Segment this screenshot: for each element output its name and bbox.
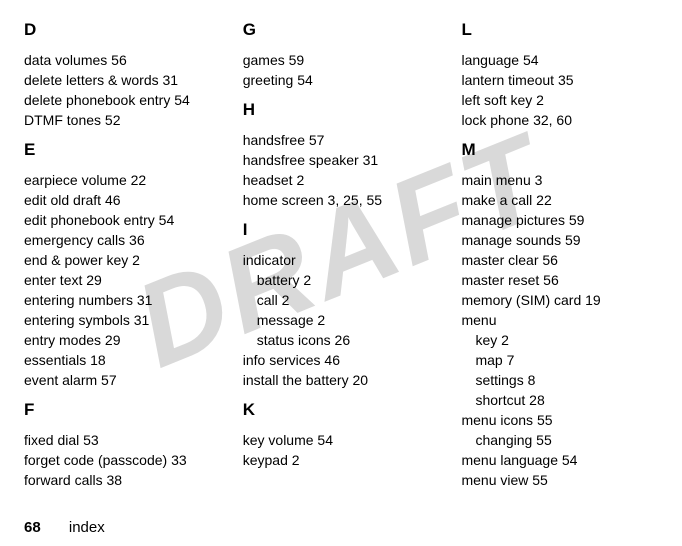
index-entry: DTMF tones 52 bbox=[24, 110, 221, 130]
index-subentries: changing 55 bbox=[461, 430, 658, 450]
index-entry: manage sounds 59 bbox=[461, 230, 658, 250]
index-entry: key volume 54 bbox=[243, 430, 440, 450]
index-entry: enter text 29 bbox=[24, 270, 221, 290]
index-entry: changing 55 bbox=[461, 430, 658, 450]
index-letter-heading: H bbox=[243, 100, 440, 120]
index-entry: handsfree speaker 31 bbox=[243, 150, 440, 170]
index-entry: map 7 bbox=[461, 350, 658, 370]
index-entry: info services 46 bbox=[243, 350, 440, 370]
index-entry: message 2 bbox=[243, 310, 440, 330]
index-entry: data volumes 56 bbox=[24, 50, 221, 70]
index-letter-heading: G bbox=[243, 20, 440, 40]
index-entry: battery 2 bbox=[243, 270, 440, 290]
index-letter-heading: L bbox=[461, 20, 658, 40]
index-subentries: key 2map 7settings 8shortcut 28 bbox=[461, 330, 658, 410]
index-entry: emergency calls 36 bbox=[24, 230, 221, 250]
index-entry: handsfree 57 bbox=[243, 130, 440, 150]
index-entry: fixed dial 53 bbox=[24, 430, 221, 450]
index-letter-heading: I bbox=[243, 220, 440, 240]
index-entry: status icons 26 bbox=[243, 330, 440, 350]
index-entry: indicator bbox=[243, 250, 440, 270]
index-entry: key 2 bbox=[461, 330, 658, 350]
index-letter-heading: D bbox=[24, 20, 221, 40]
index-entry: delete phonebook entry 54 bbox=[24, 90, 221, 110]
index-entry: lantern timeout 35 bbox=[461, 70, 658, 90]
index-letter-heading: E bbox=[24, 140, 221, 160]
index-entry: lock phone 32, 60 bbox=[461, 110, 658, 130]
index-entry: settings 8 bbox=[461, 370, 658, 390]
index-entry: end & power key 2 bbox=[24, 250, 221, 270]
index-letter-heading: M bbox=[461, 140, 658, 160]
index-entry: manage pictures 59 bbox=[461, 210, 658, 230]
index-entry: call 2 bbox=[243, 290, 440, 310]
index-entry: entering symbols 31 bbox=[24, 310, 221, 330]
index-entry: master reset 56 bbox=[461, 270, 658, 290]
index-entry: earpiece volume 22 bbox=[24, 170, 221, 190]
index-entry: games 59 bbox=[243, 50, 440, 70]
page-footer: 68 index bbox=[24, 519, 105, 536]
index-entry: home screen 3, 25, 55 bbox=[243, 190, 440, 210]
index-entry: forward calls 38 bbox=[24, 470, 221, 490]
index-entry: main menu 3 bbox=[461, 170, 658, 190]
index-column: Ddata volumes 56delete letters & words 3… bbox=[24, 20, 221, 490]
footer-label: index bbox=[69, 519, 105, 536]
index-letter-heading: F bbox=[24, 400, 221, 420]
index-entry: left soft key 2 bbox=[461, 90, 658, 110]
index-entry: forget code (passcode) 33 bbox=[24, 450, 221, 470]
index-entry: keypad 2 bbox=[243, 450, 440, 470]
index-subentries: battery 2call 2message 2status icons 26 bbox=[243, 270, 440, 350]
page-number: 68 bbox=[24, 519, 41, 536]
index-letter-heading: K bbox=[243, 400, 440, 420]
index-entry: make a call 22 bbox=[461, 190, 658, 210]
index-entry: headset 2 bbox=[243, 170, 440, 190]
index-entry: entering numbers 31 bbox=[24, 290, 221, 310]
index-entry: language 54 bbox=[461, 50, 658, 70]
index-entry: memory (SIM) card 19 bbox=[461, 290, 658, 310]
index-entry: entry modes 29 bbox=[24, 330, 221, 350]
index-entry: edit old draft 46 bbox=[24, 190, 221, 210]
index-entry: master clear 56 bbox=[461, 250, 658, 270]
index-entry: shortcut 28 bbox=[461, 390, 658, 410]
index-entry: essentials 18 bbox=[24, 350, 221, 370]
index-entry: delete letters & words 31 bbox=[24, 70, 221, 90]
index-entry: menu icons 55 bbox=[461, 410, 658, 430]
index-entry: edit phonebook entry 54 bbox=[24, 210, 221, 230]
index-entry: install the battery 20 bbox=[243, 370, 440, 390]
index-columns: Ddata volumes 56delete letters & words 3… bbox=[24, 20, 658, 490]
index-column: Ggames 59greeting 54 Hhandsfree 57handsfr… bbox=[243, 20, 440, 490]
index-entry: menu bbox=[461, 310, 658, 330]
index-entry: menu language 54 bbox=[461, 450, 658, 470]
index-entry: menu view 55 bbox=[461, 470, 658, 490]
index-entry: greeting 54 bbox=[243, 70, 440, 90]
index-entry: event alarm 57 bbox=[24, 370, 221, 390]
index-column: Llanguage 54lantern timeout 35left soft … bbox=[461, 20, 658, 490]
